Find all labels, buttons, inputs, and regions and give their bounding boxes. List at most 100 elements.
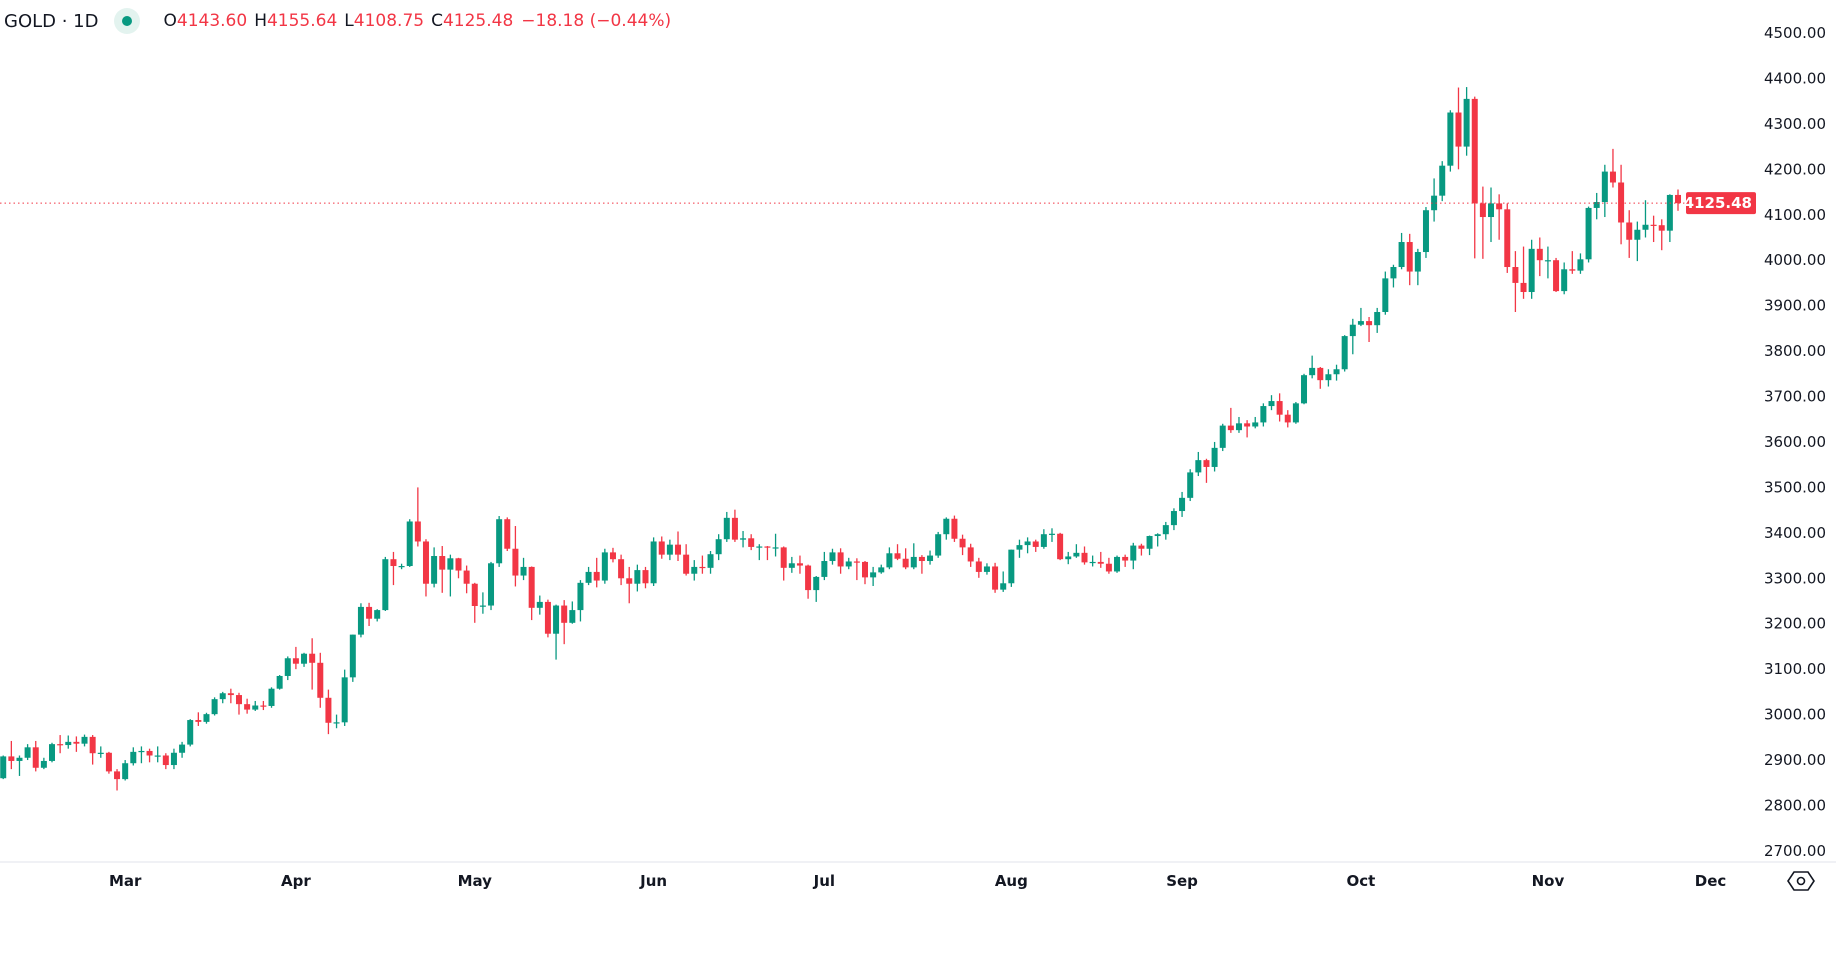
candle-body xyxy=(1650,224,1657,226)
candle-body xyxy=(886,553,893,568)
symbol-title[interactable]: GOLD · 1D xyxy=(4,10,99,32)
candle-body xyxy=(756,546,763,548)
candle-2025-02-17 xyxy=(40,757,47,770)
candle-body xyxy=(325,697,332,723)
candle-2025-07-21 xyxy=(935,531,942,558)
candle-2025-04-15 xyxy=(374,609,381,622)
candle-body xyxy=(1618,182,1625,223)
candle-2025-08-27 xyxy=(1154,533,1161,547)
time-tick-may: May xyxy=(458,872,493,890)
candle-body xyxy=(488,563,495,606)
candle-body xyxy=(788,563,795,568)
candle-2025-09-19 xyxy=(1292,401,1299,424)
candle-2025-07-10 xyxy=(878,564,885,574)
candle-body xyxy=(276,675,283,689)
candle-2025-03-07 xyxy=(154,746,161,763)
candle-2025-06-25 xyxy=(788,556,795,573)
candle-body xyxy=(853,561,860,563)
candle-2025-08-14 xyxy=(1081,546,1088,565)
candle-body xyxy=(1130,545,1137,561)
candle-2025-11-20 xyxy=(1650,215,1657,243)
candle-body xyxy=(341,677,348,723)
candle-2025-06-24 xyxy=(780,546,787,581)
candle-body xyxy=(81,736,88,744)
candle-body xyxy=(1569,269,1576,271)
candle-2025-04-22 xyxy=(414,487,421,547)
candle-body xyxy=(0,756,7,779)
candle-2025-03-12 xyxy=(179,741,186,758)
candle-2025-06-09 xyxy=(691,560,698,581)
candle-body xyxy=(235,695,242,705)
candle-body xyxy=(601,552,608,581)
candle-body xyxy=(1301,375,1308,404)
candle-2025-04-21 xyxy=(406,519,413,567)
candle-2025-07-18 xyxy=(927,550,934,565)
candle-2025-06-20 xyxy=(764,546,771,561)
candle-body xyxy=(666,544,673,555)
candle-2025-03-25 xyxy=(252,700,259,711)
candle-body xyxy=(658,541,665,555)
candle-body xyxy=(455,558,462,571)
candle-2025-08-26 xyxy=(1146,535,1153,556)
candle-body xyxy=(1455,112,1462,147)
candle-2025-08-28 xyxy=(1162,521,1169,540)
candle-2025-04-23 xyxy=(422,539,429,597)
candle-2025-07-09 xyxy=(870,566,877,587)
candle-body xyxy=(1536,248,1543,261)
candle-body xyxy=(40,760,47,768)
candle-body xyxy=(1268,401,1275,407)
candle-2025-11-04 xyxy=(1553,257,1560,293)
candle-body xyxy=(1634,229,1641,240)
candle-2025-10-13 xyxy=(1422,207,1429,258)
chart-settings-icon[interactable] xyxy=(1786,868,1816,894)
candle-2025-04-02 xyxy=(301,652,308,667)
candle-body xyxy=(1561,269,1568,292)
candle-body xyxy=(691,566,698,574)
candle-body xyxy=(1024,541,1031,546)
candle-body xyxy=(829,552,836,562)
candle-body xyxy=(479,605,486,607)
candle-2025-07-25 xyxy=(967,543,974,567)
candle-body xyxy=(1463,98,1470,147)
candle-2025-08-11 xyxy=(1057,532,1064,561)
candle-body xyxy=(260,705,267,707)
candle-2025-07-15 xyxy=(902,548,909,570)
candle-body xyxy=(1203,460,1210,467)
candle-2025-10-17 xyxy=(1455,87,1462,170)
candle-2025-07-16 xyxy=(910,543,917,570)
candle-body xyxy=(1553,260,1560,292)
candle-2025-09-18 xyxy=(1284,410,1291,428)
candle-2025-05-01 xyxy=(471,582,478,623)
candle-body xyxy=(179,744,186,753)
candle-2025-10-01 xyxy=(1357,307,1364,327)
candle-body xyxy=(1431,195,1438,211)
candle-body xyxy=(1040,534,1047,547)
candle-body xyxy=(1593,202,1600,208)
candle-body xyxy=(130,751,137,764)
candle-2025-04-01 xyxy=(292,646,299,670)
candle-body xyxy=(65,741,72,746)
candle-2025-04-17 xyxy=(390,551,397,586)
candle-body xyxy=(935,534,942,556)
candle-2025-11-06 xyxy=(1569,251,1576,274)
candle-body xyxy=(951,518,958,539)
candle-2025-06-26 xyxy=(796,555,803,574)
change-value: −18.18 (−0.44%) xyxy=(521,11,672,31)
candle-body xyxy=(1658,225,1665,231)
last-price-badge xyxy=(1686,192,1756,215)
candle-2025-05-27 xyxy=(618,554,625,586)
candle-body xyxy=(821,561,828,577)
candle-body xyxy=(1284,414,1291,423)
price-tick-label: 4300.00 xyxy=(1764,115,1826,133)
candle-body xyxy=(862,561,868,578)
candle-2025-08-22 xyxy=(1130,542,1137,570)
candle-2025-06-18 xyxy=(748,534,755,551)
candle-body xyxy=(1211,447,1218,467)
candle-2025-02-18 xyxy=(49,742,55,763)
candle-body xyxy=(1170,511,1177,526)
price-tick-label: 3000.00 xyxy=(1764,706,1826,724)
price-tick-label: 4100.00 xyxy=(1764,206,1826,224)
candle-body xyxy=(1374,312,1381,326)
candle-body xyxy=(536,601,543,608)
